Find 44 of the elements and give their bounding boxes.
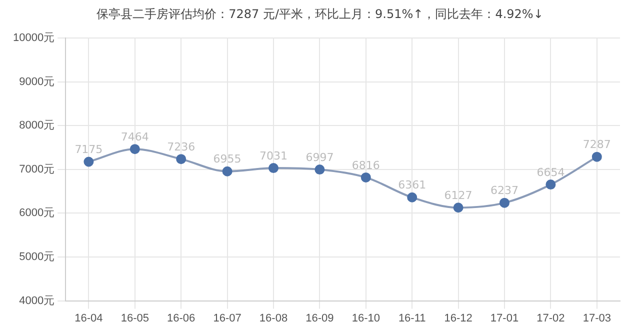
data-label: 7464 <box>120 130 149 144</box>
data-label: 6127 <box>444 188 472 202</box>
chart-title: 保亭县二手房评估均价：7287 元/平米，环比上月：9.51%↑，同比去年：4.92%↓ <box>96 6 544 23</box>
x-tick-label: 16-06 <box>167 312 196 324</box>
point <box>360 172 371 182</box>
x-tick-label: 16-10 <box>352 312 380 324</box>
x-tick-label: 16-04 <box>74 312 103 324</box>
y-tick-label: 4000元 <box>19 294 55 307</box>
y-tick-label: 9000元 <box>19 76 55 88</box>
point <box>268 163 278 174</box>
data-label: 6997 <box>306 150 334 164</box>
x-tick-label: 16-07 <box>213 312 242 324</box>
point <box>176 154 186 164</box>
point <box>453 202 464 213</box>
x-tick-label: 16-08 <box>259 312 288 324</box>
y-tick-label: 5000元 <box>19 251 55 264</box>
point <box>130 144 140 154</box>
x-tick-label: 16-05 <box>120 312 149 324</box>
data-label: 6955 <box>213 152 242 166</box>
data-label: 7287 <box>582 138 611 152</box>
x-tick-label: 16-12 <box>444 312 472 324</box>
point <box>407 192 418 202</box>
y-tick-label: 6000元 <box>19 207 55 220</box>
data-label: 7031 <box>259 149 288 162</box>
point <box>222 166 232 176</box>
point <box>499 198 510 208</box>
data-label: 7236 <box>167 140 196 154</box>
y-tick-label: 10000元 <box>12 32 55 44</box>
data-label: 6816 <box>352 158 380 172</box>
point <box>592 152 602 162</box>
point <box>314 164 325 175</box>
x-tick-label: 17-03 <box>582 312 611 324</box>
y-tick-label: 7000元 <box>19 163 55 176</box>
data-label: 6237 <box>490 184 518 198</box>
x-tick-label: 16-11 <box>398 312 426 324</box>
x-tick-label: 17-02 <box>536 312 565 324</box>
x-tick-label: 16-09 <box>306 312 334 324</box>
y-tick-label: 8000元 <box>19 120 55 132</box>
x-tick-label: 17-01 <box>490 312 519 324</box>
data-label: 7175 <box>74 143 103 156</box>
point <box>546 180 556 190</box>
point <box>84 156 94 167</box>
data-label: 6654 <box>536 166 565 179</box>
data-label: 6361 <box>398 178 426 192</box>
